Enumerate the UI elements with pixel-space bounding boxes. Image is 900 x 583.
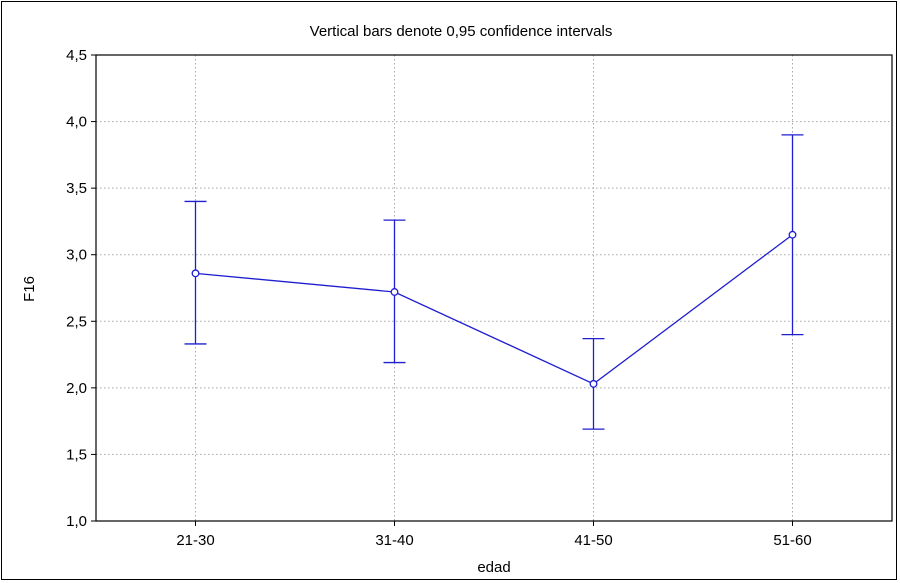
x-tick-label: 31-40	[375, 532, 413, 549]
y-axis-label: F16	[21, 276, 38, 302]
x-axis-label: edad	[477, 559, 510, 576]
y-tick-label: 1,0	[66, 513, 87, 530]
x-tick-label: 41-50	[574, 532, 612, 549]
series-group	[184, 134, 804, 430]
y-tick-label: 3,5	[66, 180, 87, 197]
y-axis: 1,0 1,5 2,0 2,5 3,0 3,5 4,0 4,5	[66, 47, 96, 530]
data-point	[390, 288, 399, 296]
data-point	[788, 230, 797, 239]
y-tick-label: 2,0	[66, 380, 87, 397]
chart-title: Vertical bars denote 0,95 confidence int…	[310, 23, 613, 40]
y-tick-label: 2,5	[66, 313, 87, 330]
y-tick-label: 1,5	[66, 446, 87, 463]
y-tick-label: 4,5	[66, 47, 87, 64]
x-axis: 21-30 31-40 41-50 51-60	[176, 521, 812, 549]
x-tick-label: 21-30	[176, 532, 214, 549]
x-tick-label: 51-60	[773, 532, 811, 549]
grid	[96, 55, 892, 521]
plot-area	[95, 54, 893, 522]
y-tick-label: 4,0	[66, 114, 87, 131]
series-line	[195, 234, 793, 385]
data-point	[191, 269, 200, 278]
data-point	[589, 379, 598, 388]
y-tick-label: 3,0	[66, 247, 87, 264]
